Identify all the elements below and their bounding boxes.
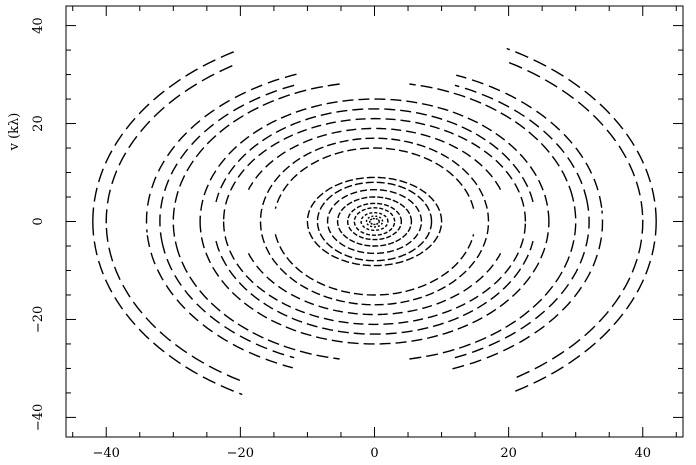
uv-track-arc (452, 210, 604, 370)
axis-ticks: −40 −20 0 20 40 −40 −20 0 20 40 (31, 6, 683, 461)
uv-track-arc (515, 221, 657, 392)
uv-track-arc (360, 211, 389, 232)
uv-track-arc (199, 98, 550, 222)
uv-track-arc (105, 65, 233, 228)
uv-track-arc (92, 51, 234, 222)
uv-track-arc (92, 221, 243, 396)
uv-track-arc (365, 215, 384, 228)
y-axis-label: v (kλ) (7, 113, 22, 152)
uv-track-arc (274, 147, 475, 209)
uv-track-arc (105, 227, 241, 382)
uv-track-arc (259, 137, 490, 222)
x-tick-label: −20 (227, 446, 254, 461)
uv-track-arc (159, 84, 295, 243)
uv-track-arc (145, 73, 297, 233)
uv-track-arc (316, 181, 433, 262)
uv-track-arc (347, 202, 402, 241)
uv-track-arc (215, 240, 534, 335)
uv-track-arc (222, 221, 527, 326)
uv-track-arc (369, 217, 380, 226)
uv-track-arc (199, 221, 550, 345)
uv-track-arc (336, 196, 413, 247)
y-tick-label: −20 (31, 306, 46, 333)
uv-track-arc (175, 245, 340, 360)
uv-track-arc (259, 221, 490, 306)
x-tick-label: 40 (634, 446, 651, 461)
uv-track-arc (454, 200, 590, 359)
uv-track-arc (456, 74, 603, 208)
x-tick-label: 0 (370, 446, 378, 461)
x-tick-label: 20 (500, 446, 517, 461)
uv-track-arc (326, 188, 423, 255)
uv-track-arc (215, 108, 534, 203)
uv-track-arc (506, 47, 657, 222)
y-tick-label: 20 (31, 115, 46, 132)
uv-track-arc (508, 61, 644, 216)
y-tick-label: 40 (31, 17, 46, 34)
x-tick-label: −40 (93, 446, 120, 461)
uv-track-arc (409, 83, 574, 198)
uv-track-arc (222, 117, 527, 222)
uv-track-arc (172, 83, 340, 246)
uv-track-arc (454, 84, 588, 202)
uv-track-arc (353, 207, 396, 236)
uv-track-arc (306, 176, 443, 267)
y-tick-label: −40 (31, 404, 46, 431)
uv-track-arc (516, 215, 644, 378)
y-tick-label: 0 (31, 217, 46, 225)
plot-frame (65, 5, 684, 438)
uv-track-arc (146, 235, 293, 369)
uv-track-arc (409, 197, 577, 360)
uv-track-arc (161, 241, 295, 359)
uv-track-arc (274, 234, 475, 296)
uv-tracks (92, 47, 657, 396)
